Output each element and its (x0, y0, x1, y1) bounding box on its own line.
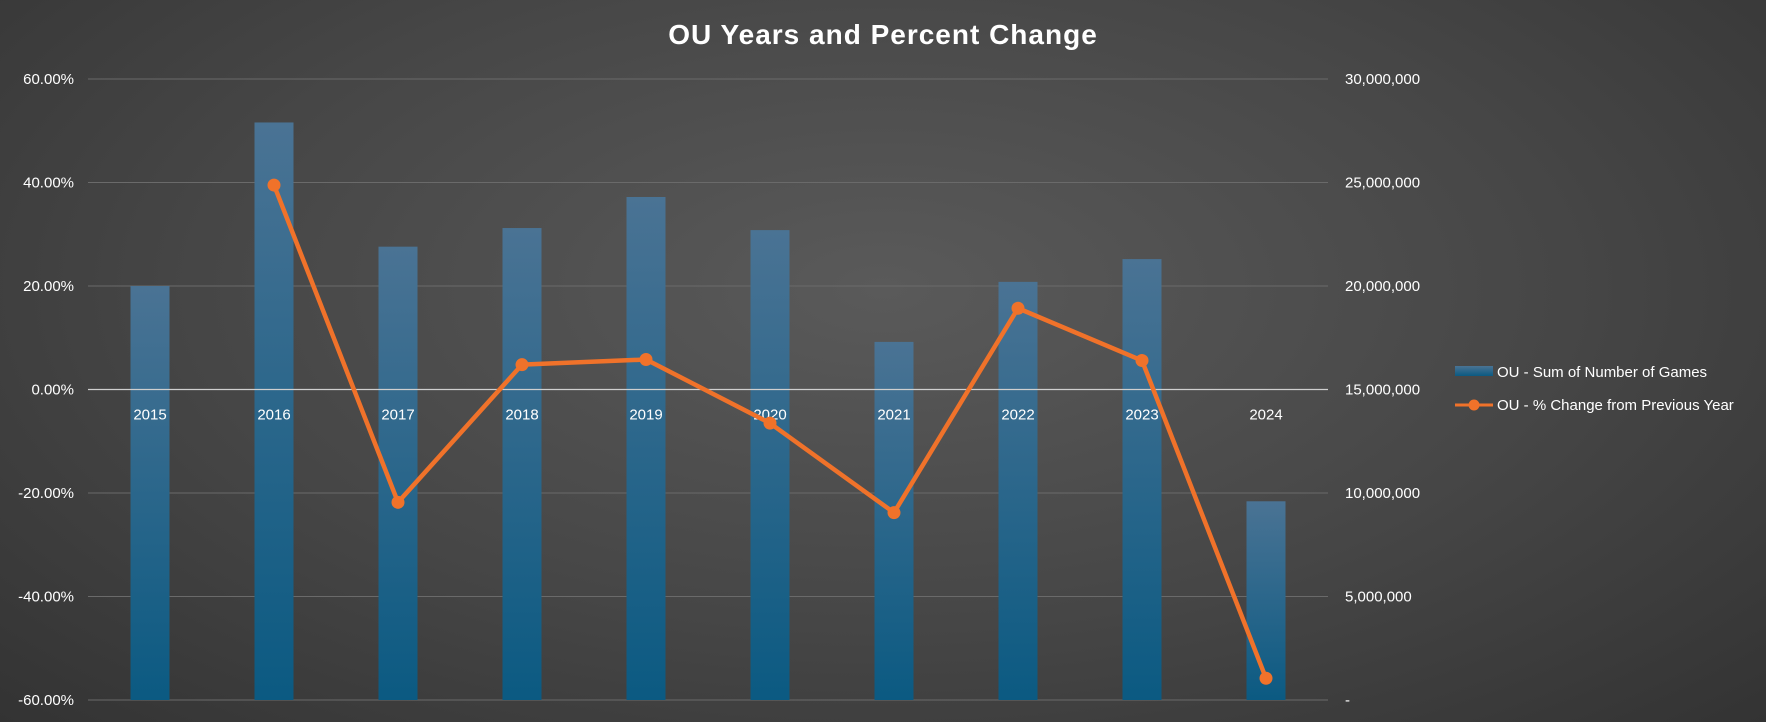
bar-2018 (502, 228, 542, 701)
left-tick-label: -60.00% (18, 692, 74, 709)
point-2021 (887, 506, 901, 520)
right-tick-label: 15,000,000 (1345, 382, 1420, 399)
category-label-2015: 2015 (133, 407, 166, 424)
legend: OU - Sum of Number of Games OU - % Chang… (1455, 364, 1734, 414)
left-axis-tick-labels: 60.00% 40.00% 20.00% 0.00% -20.00% -40.00% -60… (18, 71, 74, 709)
category-label-2019: 2019 (629, 407, 662, 424)
legend-label-bars: OU - Sum of Number of Games (1497, 364, 1707, 381)
point-2024 (1259, 671, 1273, 685)
right-tick-label: - (1345, 692, 1350, 709)
category-label-2023: 2023 (1125, 407, 1158, 424)
left-tick-label: -40.00% (18, 589, 74, 606)
right-tick-label: 10,000,000 (1345, 485, 1420, 502)
category-label-2024: 2024 (1249, 407, 1282, 424)
point-2018 (515, 358, 529, 372)
category-label-2022: 2022 (1001, 407, 1034, 424)
bar-2024 (1246, 501, 1286, 700)
right-tick-label: 30,000,000 (1345, 71, 1420, 88)
point-2022 (1011, 301, 1025, 315)
point-2020 (763, 416, 777, 430)
bar-2023 (1122, 259, 1162, 700)
category-label-2018: 2018 (505, 407, 538, 424)
bars (130, 122, 1286, 701)
percent-change-line (267, 178, 1273, 685)
legend-swatch-bars (1455, 366, 1493, 376)
right-tick-label: 25,000,000 (1345, 175, 1420, 192)
left-tick-label: 60.00% (23, 71, 74, 88)
bar-2021 (874, 341, 914, 700)
right-tick-label: 20,000,000 (1345, 278, 1420, 295)
point-2017 (391, 495, 405, 509)
left-tick-label: 0.00% (31, 382, 74, 399)
category-label-2016: 2016 (257, 407, 290, 424)
gridlines (88, 78, 1328, 701)
left-tick-label: -20.00% (18, 485, 74, 502)
bar-2019 (626, 196, 666, 701)
left-tick-label: 40.00% (23, 175, 74, 192)
chart-title: OU Years and Percent Change (668, 19, 1098, 50)
legend-label-line: OU - % Change from Previous Year (1497, 397, 1734, 414)
legend-swatch-marker (1468, 399, 1480, 411)
bar-2015 (130, 286, 170, 700)
left-tick-label: 20.00% (23, 278, 74, 295)
bar-2022 (998, 281, 1038, 700)
right-tick-label: 5,000,000 (1345, 589, 1412, 606)
point-2016 (267, 178, 281, 192)
category-labels: 2015 2016 2017 2018 2019 2020 2021 2022 2023 2024 (133, 407, 1282, 424)
bar-2020 (750, 230, 790, 701)
category-label-2021: 2021 (877, 407, 910, 424)
point-2023 (1135, 354, 1149, 368)
category-label-2017: 2017 (381, 407, 414, 424)
right-axis-tick-labels: 30,000,000 25,000,000 20,000,000 15,000,000… (1345, 71, 1420, 709)
point-2019 (639, 352, 653, 366)
